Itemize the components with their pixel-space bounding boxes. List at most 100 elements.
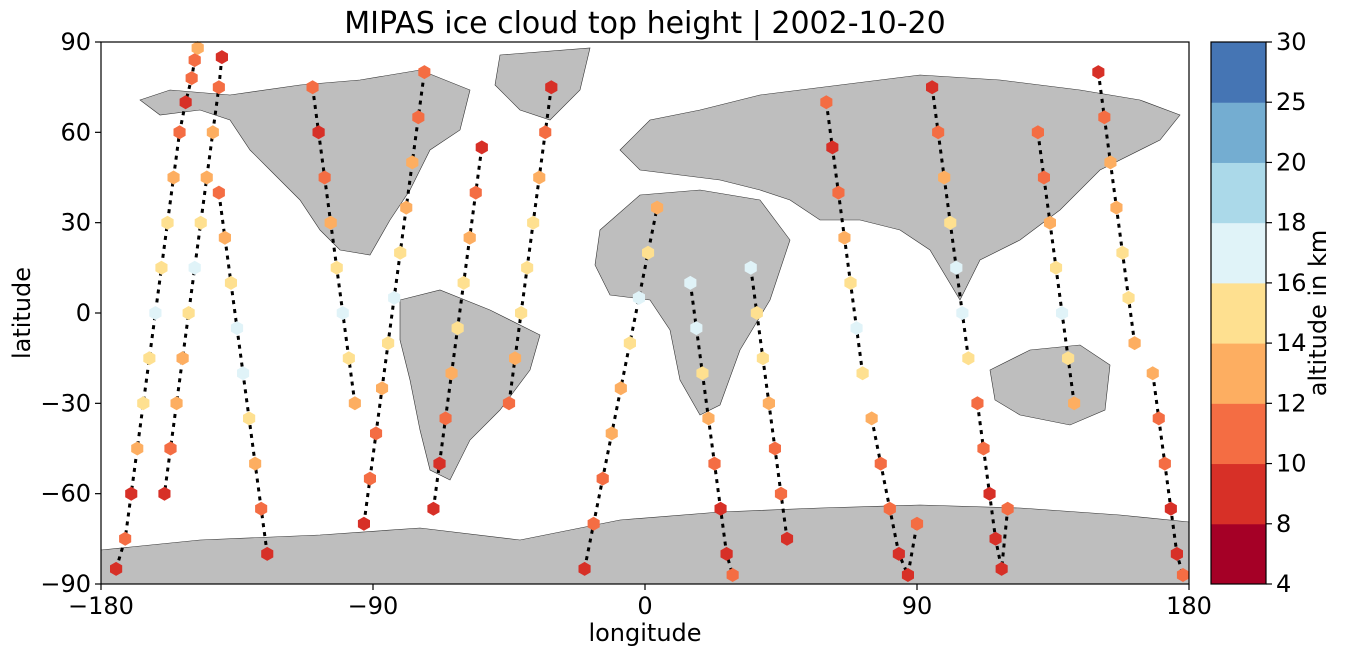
colorbar-segment [1211,523,1266,585]
cloud-marker [318,170,331,185]
cloud-marker [515,306,528,320]
cloud-marker [445,366,458,381]
cloud-marker [357,516,370,531]
cloud-marker [1176,568,1189,582]
colorbar-segment [1211,222,1266,284]
y-tick-label: 90 [60,28,91,56]
cloud-marker [702,411,715,426]
cloud-marker [781,531,794,546]
cloud-marker [167,170,180,185]
cloud-marker [1050,260,1063,275]
cloud-marker [509,351,522,366]
cloud-marker [944,215,957,230]
cloud-marker [312,125,325,140]
cloud-marker [938,170,951,185]
cloud-marker [502,396,516,411]
colorbar-tick-label: 20 [1276,148,1307,176]
cloud-marker [892,546,905,561]
cloud-marker [587,516,600,531]
cloud-marker [1062,351,1075,366]
cloud-marker [614,381,627,396]
cloud-marker [651,200,664,215]
cloud-marker [164,441,177,456]
y-tick-label: 30 [60,209,91,237]
x-tick-label: −90 [348,592,399,620]
cloud-marker [370,426,383,441]
cloud-marker [977,441,990,456]
cloud-marker [989,531,1002,546]
cloud-marker [820,95,833,110]
cloud-marker [690,321,703,336]
cloud-marker [596,471,609,486]
y-tick-label: −90 [40,570,91,598]
cloud-marker [744,260,757,275]
satellite-track [975,403,1010,570]
cloud-marker [1104,155,1117,170]
cloud-marker [1110,200,1123,215]
cloud-marker [533,170,546,185]
cloud-marker [838,230,851,245]
cloud-marker [826,140,839,155]
cloud-marker [188,260,201,275]
cloud-marker [684,275,697,290]
cloud-marker [457,275,470,290]
cloud-marker [176,351,189,366]
cloud-marker [1164,501,1177,516]
cloud-marker [131,441,144,456]
cloud-marker [1043,215,1056,230]
cloud-marker [932,125,945,140]
colorbar-tick-label: 18 [1276,209,1307,237]
cloud-marker [363,471,376,486]
cloud-marker [1037,170,1050,185]
cloud-marker [901,568,914,582]
cloud-marker [212,185,225,200]
cloud-marker [185,71,198,86]
cloud-marker [188,53,201,68]
cloud-marker [696,366,709,381]
cloud-marker [642,245,655,260]
colorbar-segment [1211,463,1266,525]
cloud-marker [191,41,204,55]
cloud-marker [527,215,540,230]
cloud-marker [475,140,488,155]
cloud-marker [1158,456,1171,471]
cloud-marker [179,95,192,110]
cloud-marker [1146,366,1159,381]
cloud-marker [1092,65,1105,80]
satellite-track [870,418,919,581]
cloud-marker [874,456,887,471]
cloud-marker [388,290,401,305]
cloud-marker [1116,245,1129,260]
cloud-marker [962,351,975,366]
colorbar-tick-label: 25 [1276,88,1307,116]
cloud-marker [1170,546,1183,561]
cloud-marker-layer [110,41,1189,582]
cloud-marker [714,501,727,516]
cloud-marker [206,125,219,140]
cloud-marker [956,306,969,320]
cloud-marker [243,411,256,426]
colorbar-tick-label: 14 [1276,329,1307,357]
cloud-marker [125,486,138,501]
colorbar-segment [1211,343,1266,404]
cloud-marker [832,185,845,200]
cloud-marker [768,441,781,456]
cloud-marker [249,456,262,471]
cloud-marker [433,456,446,471]
cloud-marker [394,245,407,260]
land-south-america [399,289,541,481]
cloud-marker [418,65,431,80]
colorbar-segment [1211,403,1266,465]
cloud-marker [463,230,476,245]
cloud-marker [137,396,150,411]
colorbar-label: altitude in km [1304,230,1332,397]
cloud-marker [950,260,963,275]
cloud-marker [224,275,237,290]
y-axis-label: latitude [8,267,36,359]
cloud-marker [170,396,183,411]
cloud-marker [623,336,636,351]
cloud-marker [143,351,156,366]
chart-title: MIPAS ice cloud top height | 2002-10-20 [344,6,945,41]
x-axis-label: longitude [588,619,701,647]
